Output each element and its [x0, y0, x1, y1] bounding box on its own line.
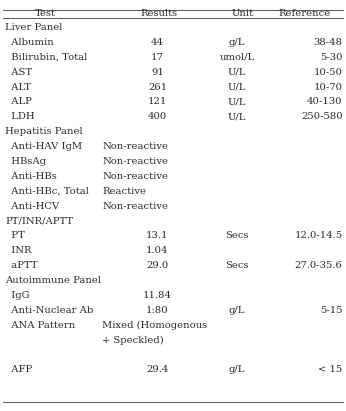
Text: 5-30: 5-30 — [320, 53, 343, 62]
Text: 11.84: 11.84 — [143, 291, 172, 300]
Text: 17: 17 — [151, 53, 164, 62]
Text: aPTT: aPTT — [5, 261, 38, 270]
Text: Anti-HBc, Total: Anti-HBc, Total — [5, 187, 89, 196]
Text: Non-reactive: Non-reactive — [102, 157, 168, 166]
Text: 10-50: 10-50 — [313, 68, 343, 76]
Text: U/L: U/L — [228, 68, 246, 76]
Text: 29.0: 29.0 — [146, 261, 169, 270]
Text: Hepatitis Panel: Hepatitis Panel — [5, 127, 83, 136]
Text: Liver Panel: Liver Panel — [5, 23, 63, 32]
Text: 13.1: 13.1 — [146, 231, 169, 240]
Text: Unit: Unit — [231, 9, 253, 18]
Text: 1:80: 1:80 — [146, 306, 169, 315]
Text: g/L: g/L — [229, 306, 245, 315]
Text: umol/L: umol/L — [219, 53, 255, 62]
Text: U/L: U/L — [228, 112, 246, 121]
Text: HBsAg: HBsAg — [5, 157, 46, 166]
Text: ALP: ALP — [5, 97, 32, 106]
Text: Non-reactive: Non-reactive — [102, 201, 168, 210]
Text: 40-130: 40-130 — [307, 97, 343, 106]
Text: Albumin: Albumin — [5, 38, 54, 47]
Text: 27.0-35.6: 27.0-35.6 — [295, 261, 343, 270]
Text: AFP: AFP — [5, 365, 33, 374]
Text: 121: 121 — [148, 97, 167, 106]
Text: 1.04: 1.04 — [146, 246, 169, 255]
Text: 250-580: 250-580 — [301, 112, 343, 121]
Text: Non-reactive: Non-reactive — [102, 142, 168, 151]
Text: Mixed (Homogenous: Mixed (Homogenous — [102, 321, 207, 330]
Text: 38-48: 38-48 — [313, 38, 343, 47]
Text: 10-70: 10-70 — [313, 83, 343, 92]
Text: Test: Test — [35, 9, 55, 18]
Text: Reference: Reference — [278, 9, 331, 18]
Text: g/L: g/L — [229, 365, 245, 374]
Text: < 15: < 15 — [318, 365, 343, 374]
Text: Results: Results — [140, 9, 178, 18]
Text: Non-reactive: Non-reactive — [102, 172, 168, 181]
Text: Anti-HAV IgM: Anti-HAV IgM — [5, 142, 82, 151]
Text: PT: PT — [5, 231, 25, 240]
Text: IgG: IgG — [5, 291, 30, 300]
Text: g/L: g/L — [229, 38, 245, 47]
Text: Secs: Secs — [225, 261, 249, 270]
Text: U/L: U/L — [228, 83, 246, 92]
Text: Reactive: Reactive — [102, 187, 146, 196]
Text: AST: AST — [5, 68, 32, 76]
Text: Anti-HBs: Anti-HBs — [5, 172, 57, 181]
Text: 5-15: 5-15 — [320, 306, 343, 315]
Text: 29.4: 29.4 — [146, 365, 169, 374]
Text: + Speckled): + Speckled) — [102, 335, 164, 344]
Text: Bilirubin, Total: Bilirubin, Total — [5, 53, 88, 62]
Text: Secs: Secs — [225, 231, 249, 240]
Text: 44: 44 — [151, 38, 164, 47]
Text: ALT: ALT — [5, 83, 31, 92]
Text: ANA Pattern: ANA Pattern — [5, 321, 75, 330]
Text: LDH: LDH — [5, 112, 35, 121]
Text: U/L: U/L — [228, 97, 246, 106]
Text: 400: 400 — [148, 112, 167, 121]
Text: Anti-HCV: Anti-HCV — [5, 201, 60, 210]
Text: 91: 91 — [151, 68, 164, 76]
Text: Anti-Nuclear Ab: Anti-Nuclear Ab — [5, 306, 93, 315]
Text: 261: 261 — [148, 83, 167, 92]
Text: Autoimmune Panel: Autoimmune Panel — [5, 276, 101, 285]
Text: PT/INR/APTT: PT/INR/APTT — [5, 217, 73, 225]
Text: INR: INR — [5, 246, 32, 255]
Text: 12.0-14.5: 12.0-14.5 — [294, 231, 343, 240]
